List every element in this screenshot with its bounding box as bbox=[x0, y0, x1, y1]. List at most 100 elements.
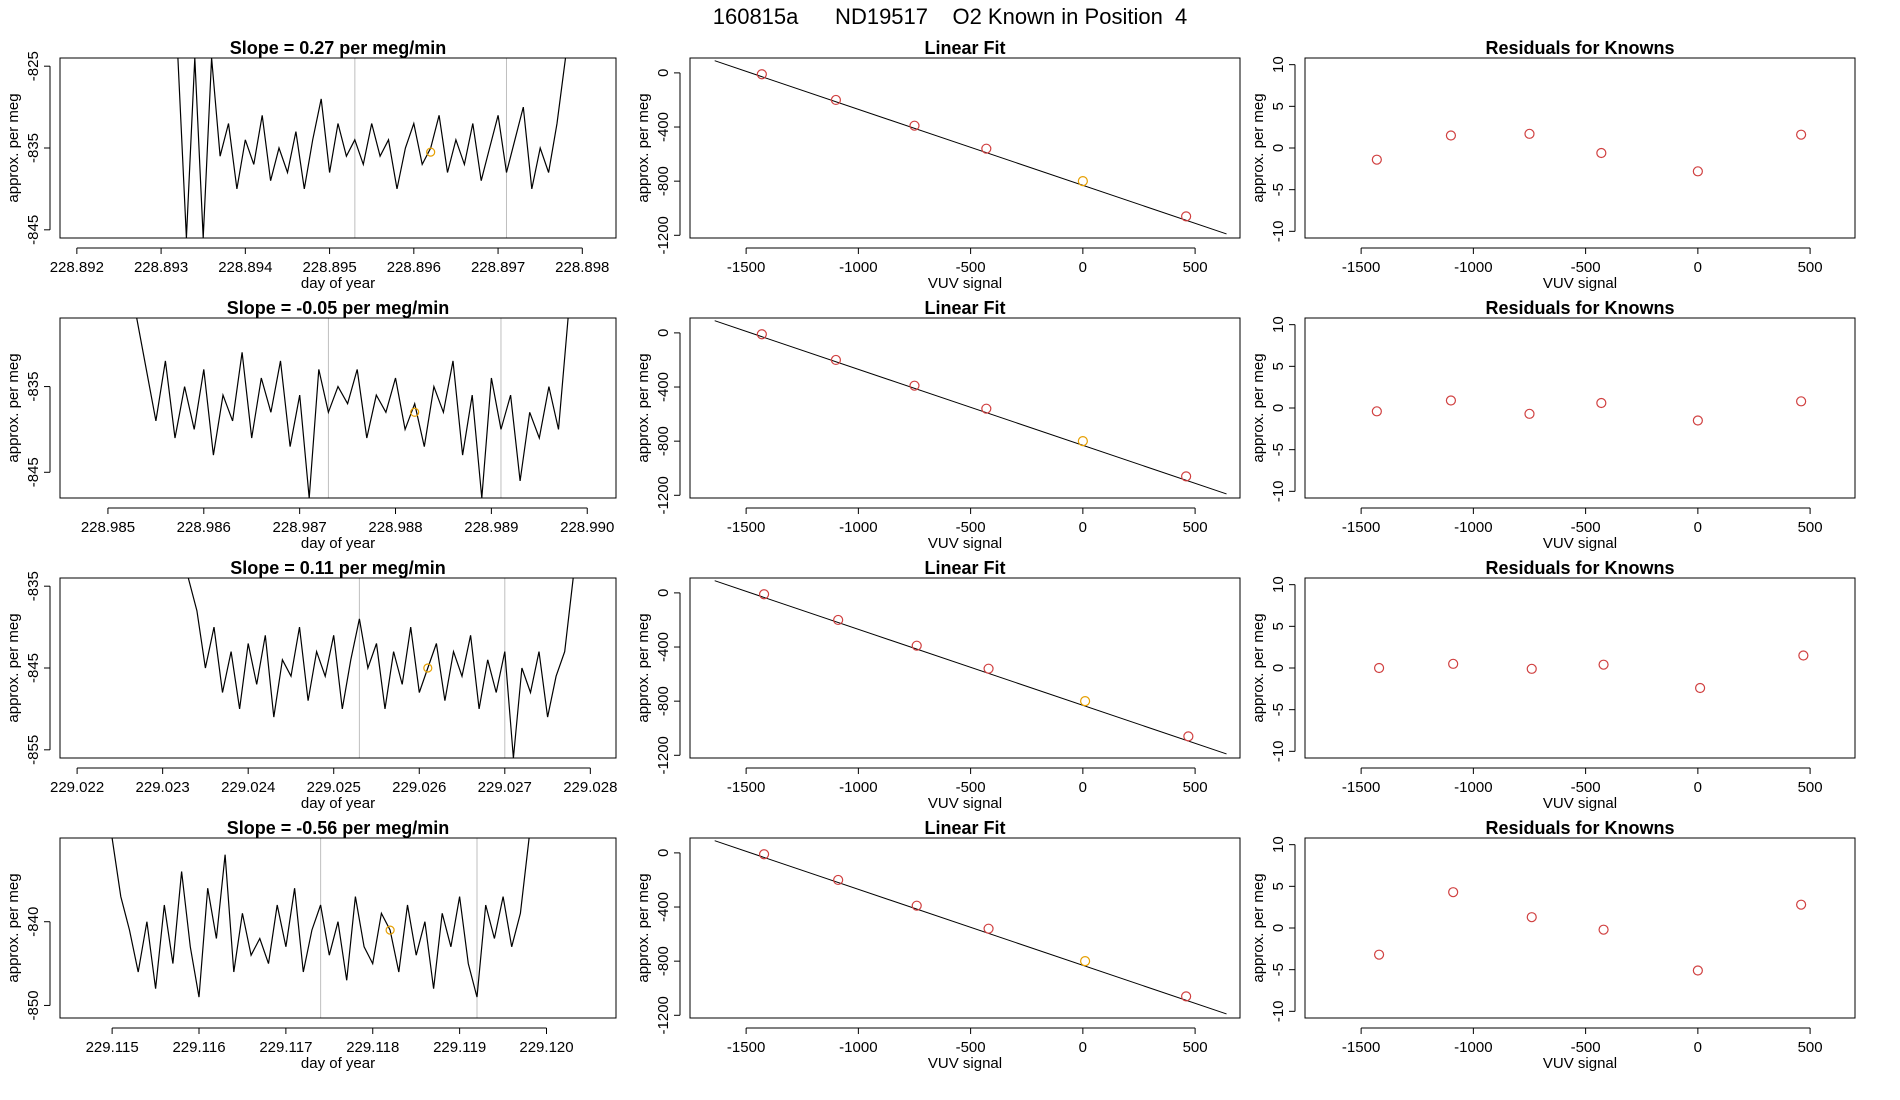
r4-fit-x-tick-label: -1000 bbox=[839, 1039, 877, 1056]
r2-series-x-tick-label: 228.985 bbox=[81, 519, 135, 536]
r4-series-x-tick-label: 229.116 bbox=[172, 1039, 225, 1056]
r3-fit-fit-line bbox=[714, 580, 1227, 755]
r3-series-x-tick-label: 229.023 bbox=[136, 779, 190, 796]
r1-series-title: Slope = 0.27 per meg/min bbox=[230, 38, 447, 58]
r1-fit-x-tick-label: 0 bbox=[1079, 259, 1087, 276]
r1-series-panel: Slope = 0.27 per meg/min 228.892 228.893 22… bbox=[5, 38, 617, 292]
r1-resid-point bbox=[1371, 154, 1382, 165]
r2-fit-title: Linear Fit bbox=[924, 298, 1005, 318]
r1-resid-x-tick-label: -1000 bbox=[1454, 259, 1492, 276]
r1-resid-point bbox=[1692, 166, 1703, 177]
r2-series-frame bbox=[59, 317, 617, 499]
r3-resid-x-tick-label: -1000 bbox=[1454, 779, 1492, 796]
r4-series-panel: Slope = -0.56 per meg/min 229.115 229.116 2… bbox=[5, 818, 617, 1072]
r2-fit-x-label: VUV signal bbox=[928, 535, 1002, 552]
r1-series-data bbox=[177, 58, 567, 238]
r1-fit-x-tick-label: 500 bbox=[1183, 259, 1208, 276]
r1-resid-x-tick-label: -1500 bbox=[1342, 259, 1380, 276]
r4-fit-y-label: approx. per meg bbox=[635, 873, 652, 982]
r4-resid-data bbox=[1373, 887, 1807, 976]
r1-resid-title: Residuals for Knowns bbox=[1485, 38, 1674, 58]
r4-fit-data bbox=[714, 840, 1227, 1015]
r2-series-x-tick-label: 228.990 bbox=[560, 519, 614, 536]
r2-resid-y-tick-label: 0 bbox=[1270, 404, 1287, 412]
r3-series-x-tick-label: 229.025 bbox=[307, 779, 361, 796]
r3-resid-title: Residuals for Knowns bbox=[1485, 558, 1674, 578]
r2-resid-frame bbox=[1304, 317, 1856, 499]
r3-resid-x-tick-label: -1500 bbox=[1342, 779, 1380, 796]
r3-series-data bbox=[187, 578, 574, 758]
r3-series-y-tick-label: -845 bbox=[25, 653, 42, 683]
r1-resid-point bbox=[1796, 129, 1807, 140]
r1-series-x-tick-label: 228.893 bbox=[134, 259, 188, 276]
r1-series-x-tick-label: 228.897 bbox=[471, 259, 525, 276]
r2-fit-x-tick-label: 0 bbox=[1079, 519, 1087, 536]
r4-fit-fit-line bbox=[714, 840, 1227, 1015]
r4-fit-title: Linear Fit bbox=[924, 818, 1005, 838]
r1-series-x-tick-label: 228.894 bbox=[218, 259, 272, 276]
r4-resid-y-tick-label: 10 bbox=[1270, 836, 1287, 853]
r4-fit-point bbox=[983, 923, 994, 934]
r3-series-series-line bbox=[187, 578, 574, 758]
r1-resid-y-tick-label: 5 bbox=[1270, 102, 1287, 110]
r1-fit-y-label: approx. per meg bbox=[635, 93, 652, 202]
r2-fit-point bbox=[830, 354, 842, 366]
r2-resid-point bbox=[1371, 406, 1382, 417]
r1-resid-frame bbox=[1304, 57, 1856, 239]
r1-series-y-tick-label: -825 bbox=[25, 51, 42, 81]
r3-series-y-label: approx. per meg bbox=[5, 613, 22, 722]
r3-series-x-label: day of year bbox=[301, 795, 375, 812]
r2-series-x-tick-label: 228.986 bbox=[177, 519, 231, 536]
r3-resid-frame bbox=[1304, 577, 1856, 759]
r4-series-x-label: day of year bbox=[301, 1055, 375, 1072]
r3-fit-x-tick-label: -500 bbox=[956, 779, 986, 796]
r4-series-x-tick-label: 229.120 bbox=[519, 1039, 573, 1056]
r1-fit-fit-line bbox=[714, 60, 1227, 235]
r1-fit-point bbox=[1077, 176, 1088, 187]
r2-fit-y-tick-label: -400 bbox=[655, 372, 672, 402]
r4-resid-y-tick-label: 5 bbox=[1270, 882, 1287, 890]
r1-resid-panel: Residuals for Knowns -1500 -1000 -500 0 500 VU… bbox=[1250, 38, 1856, 292]
r3-resid-y-tick-label: -5 bbox=[1270, 703, 1287, 716]
r1-resid-x-label: VUV signal bbox=[1543, 275, 1617, 292]
r3-resid-x-label: VUV signal bbox=[1543, 795, 1617, 812]
r2-series-y-tick-label: -845 bbox=[25, 457, 42, 487]
r4-fit-x-label: VUV signal bbox=[928, 1055, 1002, 1072]
r4-resid-panel: Residuals for Knowns -1500 -1000 -500 0 500 VU… bbox=[1250, 818, 1856, 1072]
r2-resid-x-tick-label: 500 bbox=[1798, 519, 1823, 536]
r1-fit-point bbox=[1181, 211, 1192, 222]
r2-fit-y-tick-label: -1200 bbox=[655, 476, 672, 514]
r4-fit-point bbox=[1181, 991, 1192, 1002]
r2-fit-x-tick-label: -500 bbox=[956, 519, 986, 536]
r1-resid-y-tick-label: 10 bbox=[1270, 56, 1287, 73]
r2-fit-panel: Linear Fit -1500 -1000 -500 0 500 VUV signal 0 -… bbox=[635, 298, 1241, 552]
r2-resid-x-tick-label: -500 bbox=[1571, 519, 1601, 536]
r3-fit-point bbox=[833, 614, 844, 626]
r1-resid-point bbox=[1524, 128, 1535, 139]
r1-fit-data bbox=[714, 60, 1227, 235]
r3-resid-panel: Residuals for Knowns -1500 -1000 -500 0 500 VU… bbox=[1250, 558, 1856, 812]
r3-fit-y-tick-label: -800 bbox=[655, 686, 672, 716]
r1-fit-x-label: VUV signal bbox=[928, 275, 1002, 292]
r3-resid-y-label: approx. per meg bbox=[1250, 613, 1267, 722]
r3-series-y-tick-label: -855 bbox=[25, 735, 42, 765]
r4-resid-point bbox=[1448, 887, 1459, 898]
r1-fit-point bbox=[830, 94, 842, 106]
r1-fit-x-tick-label: -1000 bbox=[839, 259, 877, 276]
r1-fit-point bbox=[756, 69, 767, 80]
r2-series-x-tick-label: 228.987 bbox=[273, 519, 327, 536]
r1-fit-y-tick-label: -1200 bbox=[655, 216, 672, 254]
r4-series-highlight-point bbox=[385, 925, 395, 935]
r2-fit-point bbox=[909, 380, 920, 391]
r2-resid-y-tick-label: -10 bbox=[1270, 480, 1287, 502]
r1-series-x-tick-label: 228.895 bbox=[302, 259, 356, 276]
r4-fit-x-tick-label: -500 bbox=[956, 1039, 986, 1056]
r3-resid-y-tick-label: -10 bbox=[1270, 740, 1287, 762]
r4-fit-y-tick-label: -400 bbox=[655, 892, 672, 922]
r3-resid-x-tick-label: 0 bbox=[1694, 779, 1702, 796]
figure-title: 160815a ND19517 O2 Known in Position 4 bbox=[712, 4, 1188, 29]
r4-resid-x-tick-label: -500 bbox=[1571, 1039, 1601, 1056]
r4-series-frame bbox=[59, 837, 617, 1019]
r4-fit-panel: Linear Fit -1500 -1000 -500 0 500 VUV signal 0 -… bbox=[635, 818, 1241, 1072]
